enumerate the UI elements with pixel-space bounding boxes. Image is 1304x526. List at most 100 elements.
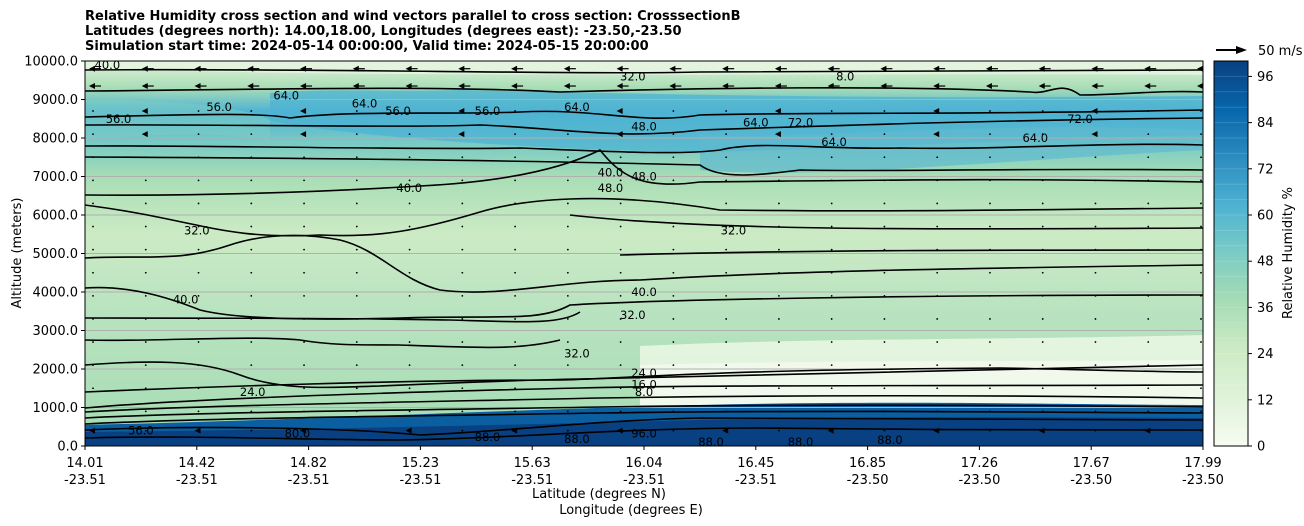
wind-dot [250,429,253,432]
wind-dot [672,156,675,159]
x-tick-label-lat: 14.42 [178,456,215,471]
wind-dot [355,318,358,320]
x-axis-label-lon: Longitude (degrees E) [559,503,703,518]
wind-dot [989,179,991,182]
wind-dot [936,271,939,274]
wind-arrow [511,83,518,90]
wind-dot [619,271,622,274]
wind-dot [778,294,780,297]
contour-label: 88.0 [788,435,814,449]
colorbar-tick-label: 0 [1257,440,1265,455]
wind-dot [514,364,516,367]
wind-dot [830,387,833,390]
wind-dot [303,271,305,274]
contour-label: 64.0 [564,100,590,114]
contour-lines [85,68,1203,441]
wind-dot [989,429,991,432]
wind-dot [778,410,780,413]
wind-arrow [880,83,887,90]
wind-dot [355,225,358,228]
wind-dot [672,318,675,320]
wind-dot [197,271,200,274]
contour-label: 80.0 [285,426,311,440]
x-tick-label-lat: 15.23 [402,456,439,471]
wind-dot [1200,387,1202,390]
wind-dot [1147,202,1150,205]
wind-dot [197,387,200,390]
wind-arrow [933,65,940,72]
wind-dot [566,133,569,136]
chart-title: Relative Humidity cross section and wind… [85,9,741,54]
wind-arrow [1144,65,1151,72]
wind-arrow [722,83,729,90]
quiver-key-label: 50 m/s [1258,44,1303,59]
wind-arrow [300,65,307,72]
wind-arrow [722,65,729,72]
wind-dot [92,225,94,228]
wind-dot [1147,318,1150,320]
wind-dot [144,179,147,182]
wind-arrow [141,131,148,138]
wind-dot [144,294,147,297]
wind-arrow [985,83,992,90]
wind-dot [144,271,147,274]
wind-dot [672,179,675,182]
wind-dot [1041,341,1044,343]
wind-dot [197,202,200,205]
wind-dot [989,248,991,251]
colorbar-tick-label: 12 [1257,393,1274,408]
contour-label: 88.0 [698,435,724,449]
wind-dot [303,156,305,159]
wind-dot [1147,364,1150,367]
contour-label: 56.0 [475,104,501,118]
contour-label: 48.0 [631,119,657,133]
wind-dot [355,110,358,112]
wind-dot [461,202,464,205]
wind-dot [1094,294,1097,297]
colorbar-tick-label: 36 [1257,301,1274,316]
wind-arrow [458,65,465,72]
wind-arrow [933,108,940,115]
wind-dot [1041,248,1044,251]
wind-dot [1200,364,1202,367]
wind-dot [461,364,464,367]
colorbar-label: Relative Humidity % [1281,187,1296,319]
wind-dot [1147,341,1150,343]
wind-dot [619,410,622,413]
wind-arrow [1038,83,1045,90]
wind-arrow [458,131,465,138]
wind-dot [566,387,569,390]
wind-dot [1041,294,1044,297]
wind-dot [883,341,886,343]
y-tick-label: 5000.0 [33,247,79,262]
wind-dot [355,429,358,432]
wind-dot [1041,202,1044,205]
wind-arrow [247,83,254,90]
x-axis: 14.01 -23.51 14.42 -23.51 14.82 -23.51 15.23 -2… [64,446,1224,488]
wind-arrow [669,65,676,72]
contour-label: 40.0 [598,166,624,180]
contour-label: 72.0 [1067,112,1093,126]
wind-dot [672,387,675,390]
wind-dot [408,156,411,159]
x-tick-label-lon: -23.51 [64,473,106,488]
wind-dot [725,387,728,390]
wind-dot [250,156,253,159]
y-tick-label: 6000.0 [33,209,79,224]
wind-dot [725,248,728,251]
wind-dot [725,271,728,274]
wind-dot [672,271,675,274]
wind-dot [514,225,516,228]
wind-dot [725,225,728,228]
contour-label: 8.0 [836,69,854,83]
wind-arrow [985,65,992,72]
wind-dot [619,318,622,320]
wind-dot [514,294,516,297]
wind-dot [197,156,200,159]
wind-dot [408,410,411,413]
colorbar-ticks: 0 12 24 36 48 60 72 84 96 [1248,70,1274,455]
wind-dot [1200,294,1202,297]
contour-label: 64.0 [273,89,299,103]
wind-dot [355,179,358,182]
wind-dot [1041,110,1044,112]
